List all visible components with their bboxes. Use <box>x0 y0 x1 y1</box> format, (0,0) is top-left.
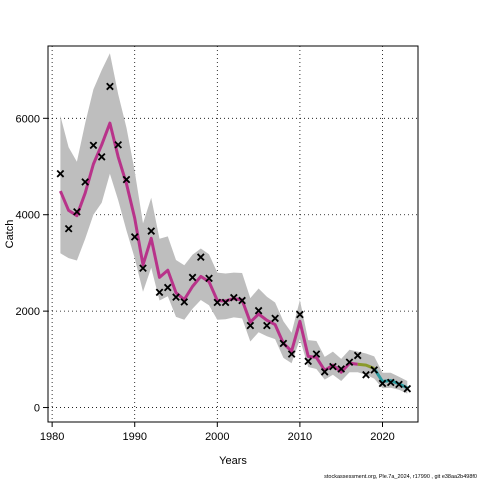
observed-point <box>89 141 98 150</box>
observed-point <box>163 283 172 292</box>
observed-point <box>73 207 81 216</box>
observed-point <box>97 153 106 161</box>
observed-point <box>287 350 296 358</box>
observed-point <box>329 362 337 371</box>
y-tick-label: 0 <box>34 403 40 415</box>
observed-point <box>213 298 222 307</box>
observed-point <box>155 288 164 297</box>
observed-point <box>130 233 139 241</box>
observed-point <box>147 227 156 235</box>
x-tick-label: 2020 <box>370 431 394 443</box>
observed-point <box>221 298 230 307</box>
observed-point <box>64 224 73 233</box>
observed-point <box>122 175 131 184</box>
observed-point <box>312 350 321 358</box>
observed-point <box>353 351 362 360</box>
y-tick-label: 6000 <box>16 113 40 125</box>
x-tick-label: 2000 <box>205 431 229 443</box>
observed-point <box>271 314 279 323</box>
x-tick-label: 1990 <box>122 431 146 443</box>
observed-point <box>378 379 387 388</box>
confidence-band <box>60 53 408 394</box>
observed-point <box>362 370 370 379</box>
observed-point <box>180 298 189 306</box>
observed-point <box>263 321 271 330</box>
observed-point <box>56 169 65 178</box>
observed-point <box>395 380 403 389</box>
observed-points <box>56 82 412 393</box>
observed-point <box>139 264 147 273</box>
observed-point <box>296 310 304 319</box>
observed-point <box>172 293 180 301</box>
series-line <box>59 121 358 374</box>
observed-point <box>205 274 213 283</box>
x-tick-label: 1980 <box>40 431 64 443</box>
observed-point <box>229 293 238 302</box>
observed-point <box>304 357 312 366</box>
observed-point <box>114 140 123 149</box>
observed-point <box>337 365 346 373</box>
observed-point <box>238 296 246 305</box>
observed-point <box>196 253 205 261</box>
watermark-text: stockassessment.org, Ple.7a_2024, r17990… <box>324 474 477 480</box>
observed-point <box>279 339 288 348</box>
y-axis-label: Catch <box>4 220 16 249</box>
x-axis-label: Years <box>219 455 247 467</box>
series-line <box>372 367 408 390</box>
x-tick-label: 2010 <box>288 431 312 443</box>
observed-point <box>370 366 379 374</box>
observed-point <box>345 358 354 367</box>
observed-point <box>81 178 90 186</box>
observed-point <box>246 321 255 330</box>
observed-point <box>106 82 114 91</box>
observed-point <box>386 378 395 387</box>
observed-point <box>320 368 329 376</box>
observed-point <box>403 384 412 393</box>
y-tick-label: 4000 <box>16 210 40 222</box>
observed-point <box>254 306 263 315</box>
y-tick-label: 2000 <box>16 306 40 318</box>
plot-frame <box>47 45 419 423</box>
axes: 1980 1990 2000 2010 2020 0 2000 4000 6000 <box>16 113 395 443</box>
observed-point <box>188 273 197 282</box>
